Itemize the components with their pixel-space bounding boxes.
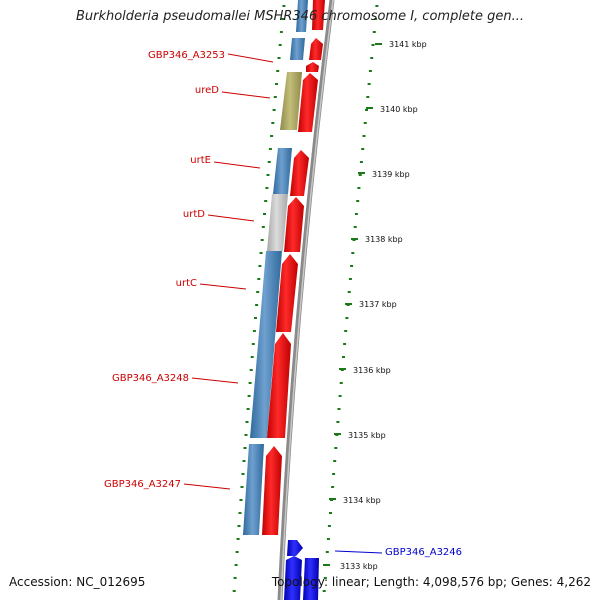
backbone (277, 0, 335, 600)
label-leaders (183, 53, 383, 554)
cds-arrow (290, 150, 309, 196)
scale-label: 3141 kbp (389, 40, 427, 49)
leader-line (183, 483, 231, 490)
cds-arrow (276, 254, 298, 332)
leader-line (199, 283, 247, 290)
gene-label: GBP346_A3248 (112, 373, 189, 384)
cds-arrow (309, 38, 323, 60)
tick-ring-left (232, 5, 286, 592)
gene-feature (280, 72, 302, 130)
gene-label: urtC (176, 278, 197, 289)
cds-arrow (284, 197, 304, 252)
leader-line (207, 214, 255, 222)
cds-ring (262, 0, 325, 535)
leader-line (191, 377, 239, 384)
scale-label: 3137 kbp (359, 300, 397, 309)
gene-labels: GBP346_A3253 ureD urtE urtD urtC GBP346_… (104, 50, 462, 558)
gene-label: GBP346_A3246 (385, 547, 462, 558)
gene-feature (243, 444, 264, 535)
cds-arrow-blue (287, 540, 303, 556)
gene-feature (290, 38, 305, 60)
cds-arrow-blue (303, 558, 319, 600)
accession-text: Accession: NC_012695 (9, 575, 146, 589)
cds-ring-blue (284, 540, 319, 600)
gene-ring (243, 0, 308, 535)
scale-label: 3134 kbp (343, 496, 381, 505)
cds-arrow (312, 0, 325, 30)
scale-label: 3139 kbp (372, 170, 410, 179)
gene-feature (250, 251, 282, 438)
scale-labels: 3141 kbp 3140 kbp 3139 kbp 3138 kbp 3137… (323, 40, 427, 571)
scale-label: 3140 kbp (380, 105, 418, 114)
scale-label: 3136 kbp (353, 366, 391, 375)
backbone-highlight (280, 0, 334, 600)
cds-arrow (306, 62, 319, 72)
scale-label: 3138 kbp (365, 235, 403, 244)
cds-arrow (262, 446, 282, 535)
gene-label: GBP346_A3247 (104, 479, 181, 490)
scale-label: 3133 kbp (340, 562, 378, 571)
leader-line (227, 53, 274, 63)
gene-label: urtE (190, 155, 211, 166)
cds-arrow (267, 333, 291, 438)
leader-line (334, 550, 383, 554)
gene-feature (273, 148, 292, 194)
gene-feature (296, 0, 308, 32)
scale-label: 3135 kbp (348, 431, 386, 440)
gene-label: GBP346_A3253 (148, 50, 225, 61)
gene-label: ureD (195, 85, 219, 96)
map-title: Burkholderia pseudomallei MSHR346 chromo… (75, 9, 525, 24)
leader-line (221, 91, 271, 99)
gene-feature (267, 194, 288, 251)
leader-line (213, 161, 261, 169)
gene-label: urtD (183, 209, 205, 220)
cds-arrow (298, 73, 318, 132)
topology-summary: Topology: linear; Length: 4,098,576 bp; … (271, 575, 591, 589)
cds-arrow-blue (284, 556, 302, 600)
